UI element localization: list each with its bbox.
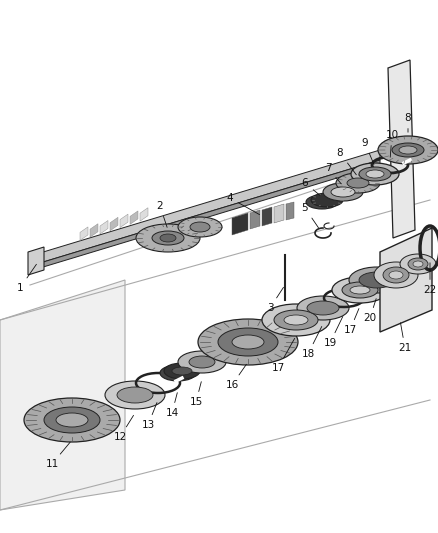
Ellipse shape	[56, 413, 88, 427]
Ellipse shape	[178, 217, 222, 237]
Ellipse shape	[392, 143, 424, 157]
Ellipse shape	[164, 363, 200, 379]
Ellipse shape	[136, 224, 200, 252]
Polygon shape	[30, 160, 380, 271]
Text: 17: 17	[272, 338, 295, 373]
Text: 2: 2	[157, 201, 167, 228]
Polygon shape	[120, 214, 128, 228]
Ellipse shape	[284, 315, 308, 325]
Polygon shape	[110, 217, 118, 231]
Text: 14: 14	[166, 393, 179, 418]
Polygon shape	[30, 150, 380, 266]
Ellipse shape	[117, 387, 153, 403]
Ellipse shape	[152, 231, 184, 245]
Text: 19: 19	[323, 317, 343, 348]
Polygon shape	[28, 247, 44, 275]
Ellipse shape	[374, 262, 418, 288]
Polygon shape	[90, 224, 98, 237]
Ellipse shape	[366, 170, 384, 178]
Ellipse shape	[297, 296, 349, 320]
Ellipse shape	[160, 234, 176, 242]
Text: 7: 7	[325, 163, 341, 184]
Polygon shape	[100, 221, 108, 234]
Text: 13: 13	[141, 402, 157, 430]
Polygon shape	[262, 207, 272, 226]
Ellipse shape	[105, 381, 165, 409]
Ellipse shape	[378, 136, 438, 164]
Ellipse shape	[413, 261, 423, 267]
Polygon shape	[388, 60, 415, 238]
Ellipse shape	[274, 310, 318, 330]
Ellipse shape	[349, 267, 405, 293]
Ellipse shape	[44, 407, 100, 433]
Ellipse shape	[350, 286, 370, 294]
Polygon shape	[80, 227, 88, 240]
Ellipse shape	[307, 301, 339, 315]
Text: 5: 5	[302, 203, 318, 228]
Ellipse shape	[24, 398, 120, 442]
Text: 12: 12	[113, 415, 134, 442]
Polygon shape	[130, 211, 138, 224]
Ellipse shape	[331, 187, 355, 197]
Ellipse shape	[178, 351, 226, 373]
Ellipse shape	[311, 193, 343, 207]
Text: 6: 6	[302, 178, 320, 195]
Ellipse shape	[189, 356, 215, 368]
Text: 17: 17	[343, 309, 359, 335]
Text: 11: 11	[46, 442, 70, 469]
Text: 1: 1	[17, 264, 36, 293]
Ellipse shape	[218, 328, 278, 356]
Polygon shape	[274, 204, 284, 223]
Ellipse shape	[172, 367, 192, 375]
Ellipse shape	[323, 183, 363, 201]
Text: 21: 21	[399, 323, 412, 353]
Text: 16: 16	[226, 364, 247, 390]
Ellipse shape	[399, 146, 417, 154]
Text: 9: 9	[362, 138, 374, 165]
Polygon shape	[0, 280, 125, 510]
Text: 18: 18	[301, 327, 322, 359]
Text: 4: 4	[227, 193, 260, 215]
Ellipse shape	[306, 195, 338, 209]
Text: 10: 10	[385, 130, 399, 157]
Ellipse shape	[160, 365, 196, 381]
Ellipse shape	[198, 319, 298, 365]
Ellipse shape	[383, 267, 409, 283]
Text: 8: 8	[405, 113, 411, 132]
Text: 3: 3	[267, 287, 283, 313]
Ellipse shape	[332, 277, 388, 303]
Text: 22: 22	[424, 263, 437, 295]
Polygon shape	[380, 228, 432, 332]
Ellipse shape	[190, 222, 210, 232]
Ellipse shape	[400, 254, 436, 274]
Ellipse shape	[351, 163, 399, 185]
Ellipse shape	[389, 271, 403, 279]
Polygon shape	[140, 208, 148, 221]
Text: 15: 15	[189, 382, 203, 407]
Text: 20: 20	[364, 298, 377, 323]
Ellipse shape	[262, 304, 330, 336]
Ellipse shape	[232, 335, 264, 349]
Ellipse shape	[342, 282, 378, 298]
Polygon shape	[232, 213, 248, 235]
Ellipse shape	[359, 167, 391, 181]
Ellipse shape	[336, 173, 380, 193]
Polygon shape	[286, 202, 294, 220]
Ellipse shape	[347, 178, 369, 188]
Text: 8: 8	[337, 148, 357, 175]
Ellipse shape	[359, 272, 395, 288]
Ellipse shape	[408, 258, 428, 270]
Polygon shape	[250, 210, 260, 229]
